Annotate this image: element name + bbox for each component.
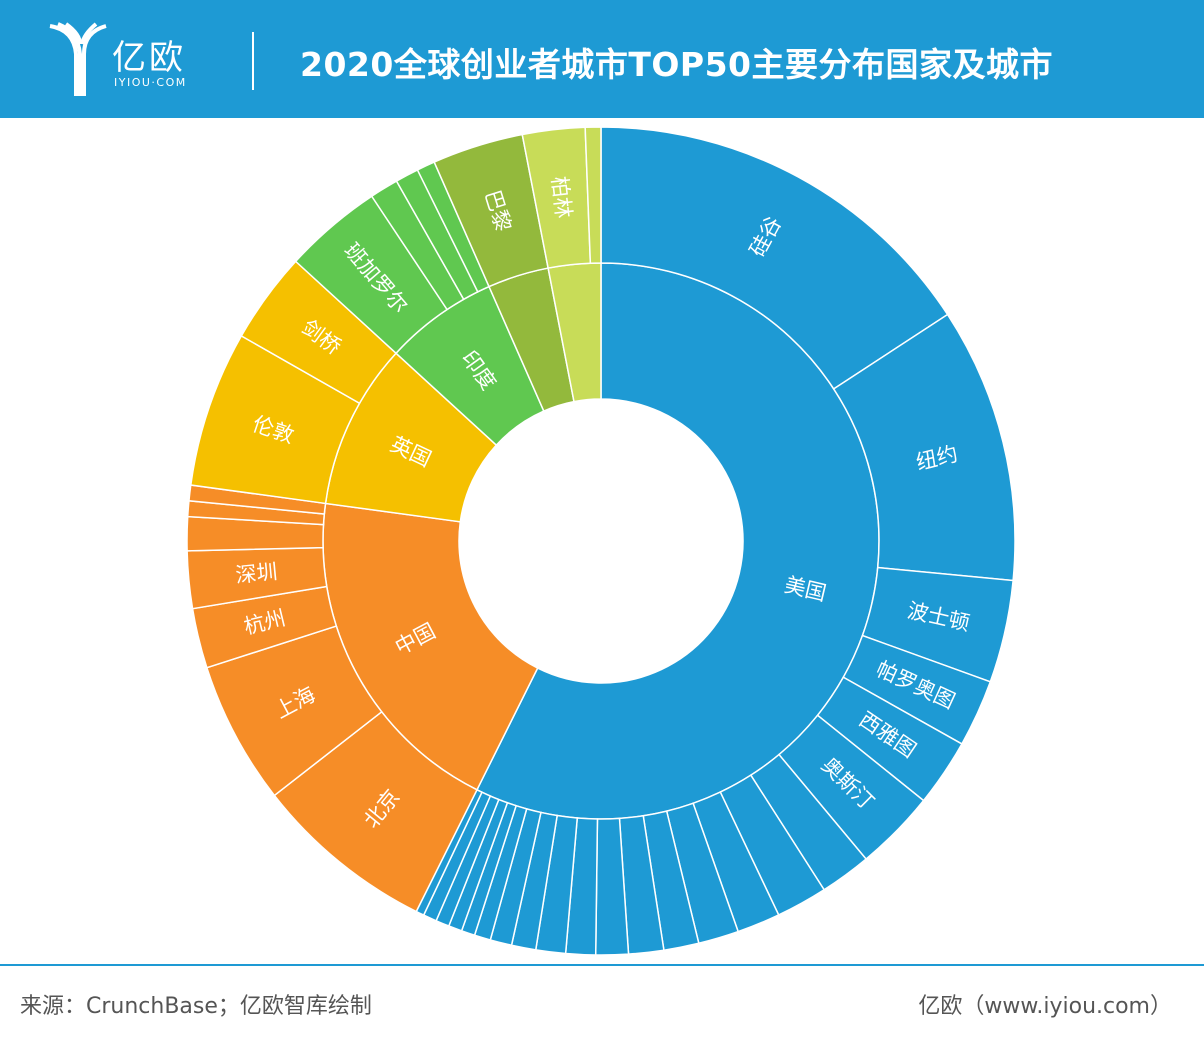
chart-title: 2020全球创业者城市TOP50主要分布国家及城市 [300, 45, 1054, 84]
city-segment-0-0 [600, 126, 949, 390]
source-note: 来源：CrunchBase；亿欧智库绘制 [20, 994, 372, 1019]
footer-rule [0, 964, 1204, 966]
credit-note: 亿欧（www.iyiou.com） [918, 994, 1172, 1019]
header-banner: 亿欧 IYIOU·COM 2020全球创业者城市TOP50主要分布国家及城市 [0, 0, 1204, 118]
sunburst-chart: 美国硅谷纽约波士顿帕罗奥图西雅图奥斯汀中国北京上海杭州深圳英国伦敦剑桥印度班加罗… [186, 126, 1016, 956]
city-label-5-0: 柏林 [547, 175, 576, 219]
city-segment-5-1 [584, 126, 602, 264]
logo-domain: IYIOU·COM [114, 76, 187, 89]
yiou-logo-icon [49, 22, 107, 96]
city-label-1-3: 深圳 [234, 560, 278, 588]
logo-wordmark: 亿欧 [112, 38, 186, 78]
yiou-logo: 亿欧 IYIOU·COM [46, 20, 216, 98]
header-divider [252, 32, 254, 90]
